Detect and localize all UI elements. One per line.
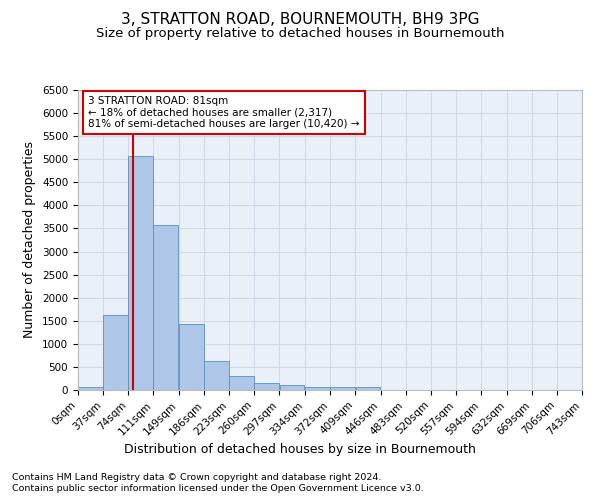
Text: Contains public sector information licensed under the Open Government Licence v3: Contains public sector information licen…	[12, 484, 424, 493]
Y-axis label: Number of detached properties: Number of detached properties	[23, 142, 37, 338]
Bar	[78, 386, 103, 390]
Text: Distribution of detached houses by size in Bournemouth: Distribution of detached houses by size …	[124, 442, 476, 456]
Text: 3 STRATTON ROAD: 81sqm
← 18% of detached houses are smaller (2,317)
81% of semi-: 3 STRATTON ROAD: 81sqm ← 18% of detached…	[88, 96, 359, 129]
Bar	[280, 386, 304, 390]
Bar	[254, 383, 280, 390]
Bar	[356, 386, 380, 390]
Text: 3, STRATTON ROAD, BOURNEMOUTH, BH9 3PG: 3, STRATTON ROAD, BOURNEMOUTH, BH9 3PG	[121, 12, 479, 28]
Bar	[103, 315, 128, 390]
Bar	[229, 376, 254, 390]
Text: Contains HM Land Registry data © Crown copyright and database right 2024.: Contains HM Land Registry data © Crown c…	[12, 472, 382, 482]
Text: Size of property relative to detached houses in Bournemouth: Size of property relative to detached ho…	[96, 28, 504, 40]
Bar	[331, 386, 355, 390]
Bar	[305, 386, 329, 390]
Bar	[179, 324, 204, 390]
Bar	[154, 225, 178, 390]
Bar	[204, 361, 229, 390]
Bar	[128, 156, 153, 390]
